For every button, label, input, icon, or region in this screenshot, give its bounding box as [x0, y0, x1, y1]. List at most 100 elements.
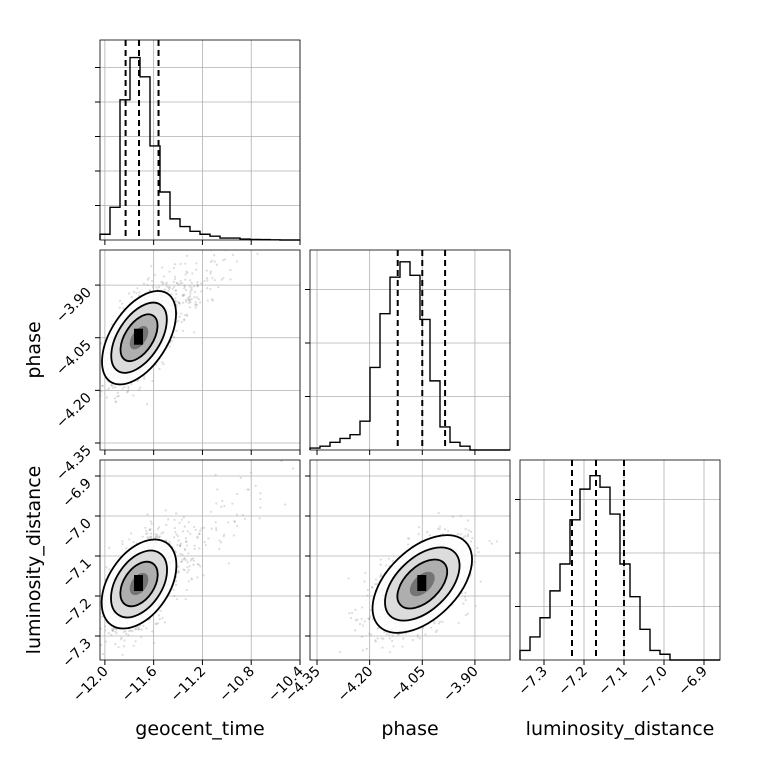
- scatter-point: [354, 619, 357, 622]
- scatter-point: [160, 532, 163, 535]
- scatter-point: [110, 384, 113, 387]
- scatter-point: [182, 568, 185, 571]
- x-axis-label-phase: phase: [381, 718, 438, 740]
- scatter-point: [202, 574, 205, 577]
- scatter-point: [144, 526, 147, 529]
- scatter-point: [122, 645, 126, 648]
- scatter-point: [451, 515, 454, 518]
- scatter-point: [195, 296, 199, 299]
- y-tick-label: −4.05: [53, 337, 95, 379]
- scatter-point: [183, 293, 186, 297]
- scatter-point: [183, 547, 186, 550]
- scatter-point: [243, 517, 247, 520]
- scatter-point: [193, 547, 196, 551]
- scatter-point: [368, 632, 371, 635]
- scatter-point: [233, 520, 236, 523]
- scatter-point: [173, 263, 177, 266]
- scatter-point: [128, 292, 131, 295]
- scatter-point: [210, 298, 214, 301]
- scatter-point: [182, 516, 186, 519]
- scatter-point: [137, 628, 140, 631]
- scatter-point: [227, 562, 230, 565]
- scatter-point: [233, 519, 236, 523]
- scatter-point: [416, 633, 419, 637]
- scatter-point: [165, 281, 168, 284]
- scatter-point: [180, 560, 183, 563]
- density-peak: [134, 575, 144, 591]
- scatter-point: [464, 599, 467, 602]
- scatter-point: [189, 532, 192, 535]
- scatter-point: [396, 633, 400, 636]
- scatter-point: [360, 617, 363, 620]
- scatter-point: [101, 384, 104, 387]
- scatter-point: [172, 588, 175, 591]
- scatter-point: [124, 629, 127, 633]
- scatter-point: [183, 318, 186, 321]
- scatter-point: [209, 287, 212, 291]
- scatter-point: [391, 634, 394, 637]
- scatter-point: [406, 537, 410, 540]
- scatter-point: [219, 541, 223, 544]
- scatter-point: [197, 298, 200, 301]
- scatter-point: [175, 329, 178, 332]
- panel-content: [100, 460, 295, 660]
- histogram-background: [100, 40, 300, 240]
- scatter-point: [125, 547, 128, 550]
- scatter-point: [128, 538, 131, 541]
- scatter-point: [198, 547, 201, 550]
- scatter-point: [435, 629, 439, 632]
- scatter-point: [213, 279, 216, 282]
- axes-frame: [99, 249, 301, 451]
- scatter-point: [193, 331, 196, 334]
- scatter-point: [137, 294, 141, 297]
- scatter-point: [187, 552, 190, 555]
- scatter-point: [187, 302, 191, 305]
- scatter-point: [154, 622, 157, 625]
- scatter-point: [150, 535, 153, 538]
- scatter-point: [180, 560, 183, 563]
- scatter-point: [141, 535, 144, 538]
- scatter-point: [247, 488, 250, 491]
- scatter-point: [368, 618, 371, 621]
- scatter-point: [100, 342, 103, 345]
- scatter-point: [147, 277, 150, 280]
- scatter-point: [188, 285, 191, 288]
- scatter-point: [178, 301, 181, 305]
- scatter-point: [439, 620, 442, 623]
- scatter-point: [221, 499, 224, 503]
- scatter-point: [105, 566, 108, 569]
- scatter-point: [178, 302, 181, 305]
- scatter-point: [381, 646, 384, 649]
- scatter-point: [183, 285, 186, 288]
- scatter-point: [111, 628, 114, 631]
- scatter-point: [229, 268, 232, 272]
- scatter-point: [161, 281, 165, 284]
- scatter-point: [121, 387, 124, 390]
- scatter-point: [175, 583, 178, 586]
- axes-frame: [309, 459, 511, 661]
- scatter-point: [156, 527, 160, 531]
- scatter-point: [192, 563, 195, 566]
- scatter-point: [374, 640, 377, 643]
- scatter-point: [209, 260, 212, 264]
- scatter-point: [236, 524, 239, 527]
- scatter-point: [153, 273, 157, 277]
- scatter-point: [437, 512, 440, 515]
- scatter-point: [114, 401, 117, 404]
- scatter-point: [214, 521, 217, 524]
- scatter-point: [184, 598, 187, 601]
- scatter-point: [193, 296, 196, 299]
- scatter-point: [495, 540, 498, 543]
- scatter-point: [373, 583, 377, 586]
- scatter-point: [189, 295, 192, 298]
- scatter-point: [120, 636, 123, 639]
- scatter-point: [437, 527, 440, 530]
- scatter-point: [111, 629, 115, 633]
- scatter-point: [117, 645, 120, 649]
- axes-frame: [99, 459, 301, 661]
- scatter-point: [347, 577, 350, 580]
- scatter-point: [200, 290, 203, 293]
- scatter-point: [179, 544, 182, 547]
- scatter-point: [459, 533, 462, 536]
- scatter-point: [181, 329, 185, 332]
